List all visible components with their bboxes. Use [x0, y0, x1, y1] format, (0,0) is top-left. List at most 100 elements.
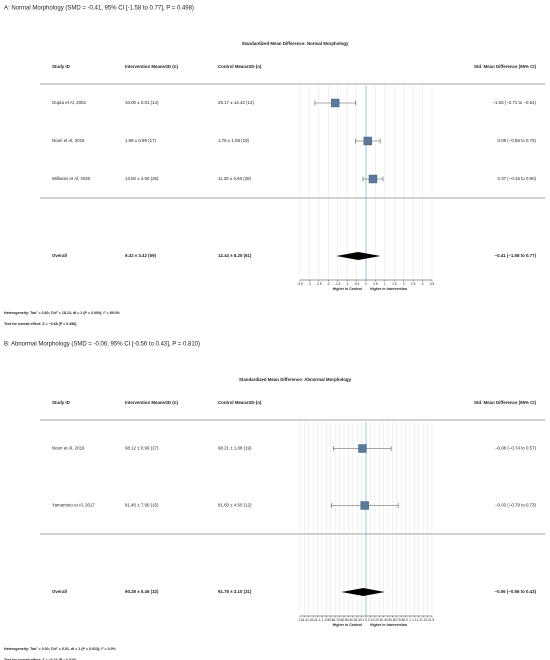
x-tick-label: 3 — [422, 282, 424, 286]
x-tick-label: -3 — [308, 282, 311, 286]
x-tick-label: -3.5 — [297, 282, 303, 286]
column-header: Intervention Mean±SD (n) — [125, 64, 178, 69]
x-tick-label: -1.1 — [315, 618, 321, 622]
x-tick-label: 3.5 — [430, 282, 435, 286]
footnote: Test for overall effect: Z = −0.24 (P = … — [4, 658, 77, 660]
x-tick-label: -0.4 — [346, 618, 352, 622]
footnote: Heterogeneity: Tau² = 0.80; Chi² = 18.13… — [4, 311, 121, 315]
overall-diamond — [336, 252, 381, 260]
x-tick-label: -1.3 — [306, 618, 312, 622]
x-tick-label: -1 — [321, 618, 324, 622]
control-stat: 12.44 ± 8.25 (61) — [218, 253, 252, 258]
x-tick-label: 1.5 — [392, 282, 397, 286]
column-header: Control Mean±SD (n) — [218, 64, 262, 69]
intervention-stat: 90.28 ± 5.46 (32) — [125, 589, 159, 594]
effect-square — [368, 174, 378, 184]
smd-label: −0.08 (−0.74 to 0.57) — [495, 446, 537, 451]
x-direction-label: Higher in Intervention — [370, 287, 407, 291]
intervention-stat: 9.32 ± 3.42 (59) — [125, 253, 157, 258]
x-tick-label: 1.3 — [421, 618, 426, 622]
x-tick-label: 0.5 — [386, 618, 391, 622]
effect-square — [363, 136, 372, 146]
x-tick-label: 1.5 — [430, 618, 435, 622]
column-header: Std. Mean Difference (95% CI) — [474, 64, 537, 69]
smd-label: −1.63 (−2.71 to −0.54) — [492, 100, 536, 105]
intervention-stat: 1.88 ± 0.99 (17) — [125, 138, 157, 143]
plot-title: Standardized Mean Difference: Normal Mor… — [242, 41, 349, 46]
footnote: Test for overall effect: Z = −0.68 (P = … — [4, 322, 77, 326]
study-name: Yamamoto et Al, 2017 — [52, 503, 95, 508]
panel-heading: A: Normal Morphology (SMD = -0.41, 95% C… — [4, 6, 194, 12]
intervention-stat: 10.00 ± 0.01 (14) — [125, 100, 159, 105]
study-name: Overall — [52, 253, 67, 258]
x-tick-label: -0.8 — [328, 618, 334, 622]
x-tick-label: -2 — [327, 282, 330, 286]
x-direction-label: Higher in Control — [333, 287, 362, 291]
column-header: Study ID — [52, 64, 70, 69]
effect-square — [358, 444, 367, 453]
smd-label: −0.03 (−0.79 to 0.73) — [495, 503, 537, 508]
intervention-stat: 81.40 ± 7.90 (15) — [125, 503, 159, 508]
x-tick-label: 0.5 — [373, 282, 378, 286]
x-tick-label: -1.5 — [335, 282, 341, 286]
forest-panel: A: Normal Morphology (SMD = -0.41, 95% C… — [4, 6, 545, 326]
x-tick-label: -2.5 — [316, 282, 322, 286]
x-tick-label: -0.6 — [337, 618, 343, 622]
x-direction-label: Higher in Control — [333, 623, 362, 627]
x-tick-label: 1.1 — [412, 618, 417, 622]
footnote: Heterogeneity: Tau² = 0.00; Chi² = 0.01,… — [4, 647, 117, 651]
study-name: Overall — [52, 589, 67, 594]
smd-label: −0.41 (−1.58 to 0.77) — [495, 253, 537, 258]
x-tick-label: -0.7 — [332, 618, 338, 622]
x-tick-label: -0.1 — [359, 618, 365, 622]
column-header: Intervention Mean±SD (n) — [125, 400, 178, 405]
smd-label: −0.06 (−0.56 to 0.43) — [495, 589, 537, 594]
smd-label: 0.09 (−0.56 to 0.75) — [498, 138, 537, 143]
x-tick-label: 2.5 — [411, 282, 416, 286]
x-tick-label: 0.7 — [395, 618, 400, 622]
panel-heading: B: Abnormal Morphology (SMD = -0.06, 95%… — [4, 342, 200, 348]
x-tick-label: -1.2 — [310, 618, 316, 622]
overall-diamond — [341, 588, 385, 596]
x-tick-label: -0.3 — [350, 618, 356, 622]
x-tick-label: 0 — [365, 618, 367, 622]
x-tick-label: 0.4 — [381, 618, 386, 622]
control-stat: 1.78 ± 1.08 (19) — [218, 138, 250, 143]
x-tick-label: 1 — [384, 282, 386, 286]
column-header: Control Mean±SD (n) — [218, 400, 262, 405]
study-name: Gupta et Al, 2002 — [52, 100, 86, 105]
x-tick-label: -1 — [346, 282, 349, 286]
x-tick-label: -0.2 — [354, 618, 360, 622]
x-tick-label: 1.2 — [417, 618, 422, 622]
x-tick-label: 1 — [409, 618, 411, 622]
column-header: Study ID — [52, 400, 70, 405]
x-tick-label: 1.4 — [425, 618, 430, 622]
study-name: Nouri et Al, 2019 — [52, 446, 85, 451]
effect-square — [360, 501, 369, 510]
study-name: Nouri et Al, 2019 — [52, 138, 85, 143]
x-tick-label: -1.4 — [302, 618, 308, 622]
x-tick-label: 0.6 — [390, 618, 395, 622]
control-stat: 91.78 ± 3.10 (31) — [218, 589, 252, 594]
plot-title: Standardized Mean Difference: Abnormal M… — [239, 377, 352, 382]
x-tick-label: 0.1 — [368, 618, 373, 622]
x-direction-label: Higher in Intervention — [370, 623, 407, 627]
x-tick-label: 0.2 — [373, 618, 378, 622]
control-stat: 81.60 ± 4.60 (12) — [218, 503, 252, 508]
x-tick-label: 0.9 — [403, 618, 408, 622]
x-tick-label: 0.3 — [377, 618, 382, 622]
x-tick-label: -0.5 — [341, 618, 347, 622]
intervention-stat: 13.50 ± 4.90 (28) — [125, 176, 159, 181]
control-stat: 29.17 ± 14.42 (14) — [218, 100, 254, 105]
intervention-stat: 98.12 ± 0.99 (17) — [125, 446, 159, 451]
effect-square — [331, 98, 340, 108]
x-tick-label: 0.8 — [399, 618, 404, 622]
x-tick-label: -0.5 — [354, 282, 360, 286]
column-header: Std. Mean Difference (95% CI) — [474, 400, 537, 405]
x-tick-label: 2 — [403, 282, 405, 286]
x-tick-label: -0.9 — [324, 618, 330, 622]
x-tick-label: -1.5 — [297, 618, 303, 622]
study-name: Williams et Al, 2020 — [52, 176, 91, 181]
x-tick-label: 0 — [365, 282, 367, 286]
